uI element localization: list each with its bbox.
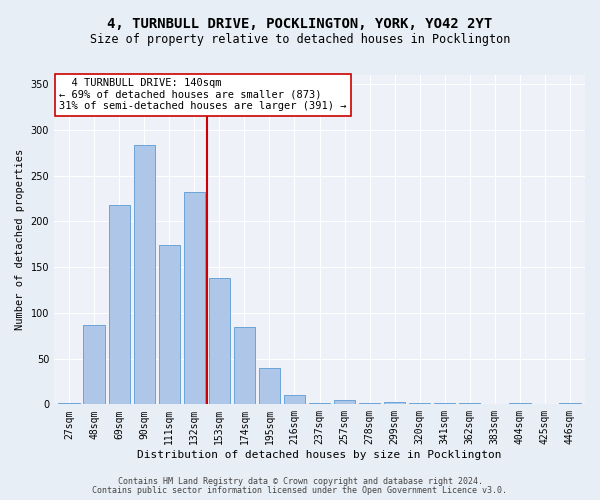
Text: 4, TURNBULL DRIVE, POCKLINGTON, YORK, YO42 2YT: 4, TURNBULL DRIVE, POCKLINGTON, YORK, YO… bbox=[107, 18, 493, 32]
Bar bbox=[509, 402, 530, 404]
Text: Size of property relative to detached houses in Pocklington: Size of property relative to detached ho… bbox=[90, 32, 510, 46]
Bar bbox=[184, 192, 205, 404]
X-axis label: Distribution of detached houses by size in Pocklington: Distribution of detached houses by size … bbox=[137, 450, 502, 460]
Bar bbox=[109, 205, 130, 404]
Bar bbox=[158, 245, 180, 404]
Bar bbox=[58, 402, 80, 404]
Text: Contains public sector information licensed under the Open Government Licence v3: Contains public sector information licen… bbox=[92, 486, 508, 495]
Bar bbox=[384, 402, 406, 404]
Text: 4 TURNBULL DRIVE: 140sqm  
← 69% of detached houses are smaller (873)
31% of sem: 4 TURNBULL DRIVE: 140sqm ← 69% of detach… bbox=[59, 78, 347, 112]
Bar bbox=[434, 402, 455, 404]
Bar bbox=[284, 395, 305, 404]
Bar bbox=[559, 402, 581, 404]
Bar bbox=[359, 402, 380, 404]
Bar bbox=[334, 400, 355, 404]
Bar bbox=[309, 402, 330, 404]
Bar bbox=[234, 326, 255, 404]
Bar bbox=[83, 324, 105, 404]
Bar bbox=[259, 368, 280, 405]
Y-axis label: Number of detached properties: Number of detached properties bbox=[15, 149, 25, 330]
Bar bbox=[134, 144, 155, 404]
Bar bbox=[459, 402, 481, 404]
Text: Contains HM Land Registry data © Crown copyright and database right 2024.: Contains HM Land Registry data © Crown c… bbox=[118, 477, 482, 486]
Bar bbox=[209, 278, 230, 404]
Bar bbox=[409, 402, 430, 404]
